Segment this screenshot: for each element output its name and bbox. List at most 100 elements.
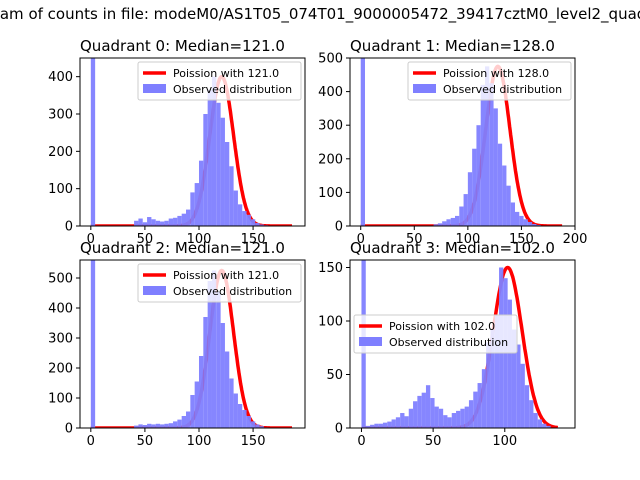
y-tick-label: 50 (326, 368, 343, 383)
histogram-bar (520, 363, 525, 428)
histogram-bar (489, 83, 494, 226)
histogram-bar (90, 58, 96, 226)
legend: Poission with 128.0 Observed distribution (407, 61, 572, 101)
histogram-bar (255, 424, 260, 428)
histogram-bar (246, 214, 251, 226)
y-tick-label: 100 (318, 186, 343, 201)
histogram-bar (511, 329, 517, 428)
x-tick-label: 150 (241, 232, 266, 247)
histogram-bar (186, 411, 191, 428)
histogram-bar (494, 315, 500, 428)
histogram-bar (259, 224, 264, 226)
histogram-bar (151, 424, 156, 428)
histogram-bar (242, 211, 247, 226)
y-tick-label: 0 (335, 220, 343, 235)
histogram-bar (237, 204, 243, 226)
histogram-bar (459, 206, 464, 226)
histogram-bar (472, 148, 477, 226)
legend-bar-swatch (359, 337, 382, 346)
histogram-bar (220, 117, 225, 226)
histogram-bar (515, 211, 520, 226)
histogram-bar (506, 185, 511, 226)
axes-frame (79, 57, 306, 227)
histogram-bar (134, 220, 139, 226)
histogram-bar (250, 421, 256, 428)
histogram-bar (468, 400, 474, 428)
legend-bar-swatch (413, 84, 436, 93)
histogram-bar (147, 217, 152, 226)
y-tick-label: 200 (48, 145, 73, 160)
histogram-bar (391, 419, 396, 428)
histogram-bar (198, 160, 204, 226)
y-tick-label: 100 (318, 314, 343, 329)
histogram-bar (502, 165, 507, 226)
histogram-bar (467, 172, 473, 226)
histogram-bar (523, 219, 528, 226)
histogram-bar (138, 218, 143, 226)
x-tick-label: 50 (425, 434, 442, 449)
histogram-bar (378, 423, 383, 428)
legend-box (137, 263, 302, 303)
x-tick-label: 50 (137, 434, 154, 449)
histogram-bar (164, 423, 169, 428)
histogram-bar (443, 415, 448, 428)
histogram-bar (246, 416, 251, 428)
histogram-bar (134, 425, 139, 428)
histogram-bar (142, 425, 148, 428)
histogram-bar (220, 323, 225, 428)
y-tick-label: 0 (335, 422, 343, 437)
x-tick-label: 50 (406, 232, 423, 247)
y-tick-label: 300 (48, 108, 73, 123)
histogram-bar (229, 378, 234, 428)
histogram-bar (460, 408, 465, 428)
histogram-bar (168, 423, 174, 428)
histogram-bar (370, 424, 375, 428)
y-tick-label: 400 (48, 70, 73, 85)
histogram-bar (233, 190, 238, 226)
histogram-bar (255, 223, 260, 226)
histogram-bar (437, 223, 443, 226)
x-tick-label: 150 (241, 434, 266, 449)
legend: Poission with 102.0 Observed distribution (353, 314, 518, 354)
histogram-bar (173, 217, 178, 226)
histogram-bar (160, 424, 165, 428)
histogram-bar (537, 419, 543, 428)
histogram-bar (147, 423, 152, 428)
histogram-bar (164, 220, 169, 226)
histogram-bar (194, 381, 199, 428)
histogram-bar (190, 192, 195, 226)
legend-box (353, 314, 518, 354)
histogram-bar (250, 219, 256, 226)
histogram-bar (447, 417, 452, 428)
subplot-title: Quadrant 1: Median=128.0 (350, 37, 555, 55)
histogram-bar (194, 183, 199, 226)
histogram-bar (417, 395, 422, 428)
histogram-bar (365, 425, 371, 428)
histogram-bar (430, 398, 435, 428)
histogram-bar (382, 422, 388, 428)
legend-label-observed: Observed distribution (173, 83, 292, 96)
histogram-bar (510, 202, 515, 226)
y-tick-label: 0 (65, 220, 73, 235)
histogram-bar (486, 342, 491, 428)
y-tick-label: 200 (48, 362, 73, 377)
subplot-quadrant-0: Quadrant 0: Median=121.0 0 50 100 150 0 100 200… (48, 37, 306, 247)
y-tick-label: 400 (48, 302, 73, 317)
histogram-bar (451, 413, 457, 428)
legend-label-fit: Poission with 121.0 (173, 269, 279, 282)
axes-frame (349, 259, 576, 429)
histogram-bar (404, 416, 409, 428)
x-tick-label: 0 (87, 232, 95, 247)
x-tick-label: 100 (455, 232, 480, 247)
y-tick-label: 0 (65, 422, 73, 437)
histogram-bar (490, 329, 495, 428)
histogram-bar (155, 220, 161, 226)
x-tick-label: 0 (87, 434, 95, 449)
histogram-bar (237, 404, 243, 428)
histogram-bar (160, 221, 165, 226)
histogram-bar (480, 84, 485, 226)
y-tick-label: 400 (318, 85, 343, 100)
plot-area (360, 58, 563, 226)
axes-frame (349, 57, 576, 227)
histogram-bar (438, 408, 444, 428)
